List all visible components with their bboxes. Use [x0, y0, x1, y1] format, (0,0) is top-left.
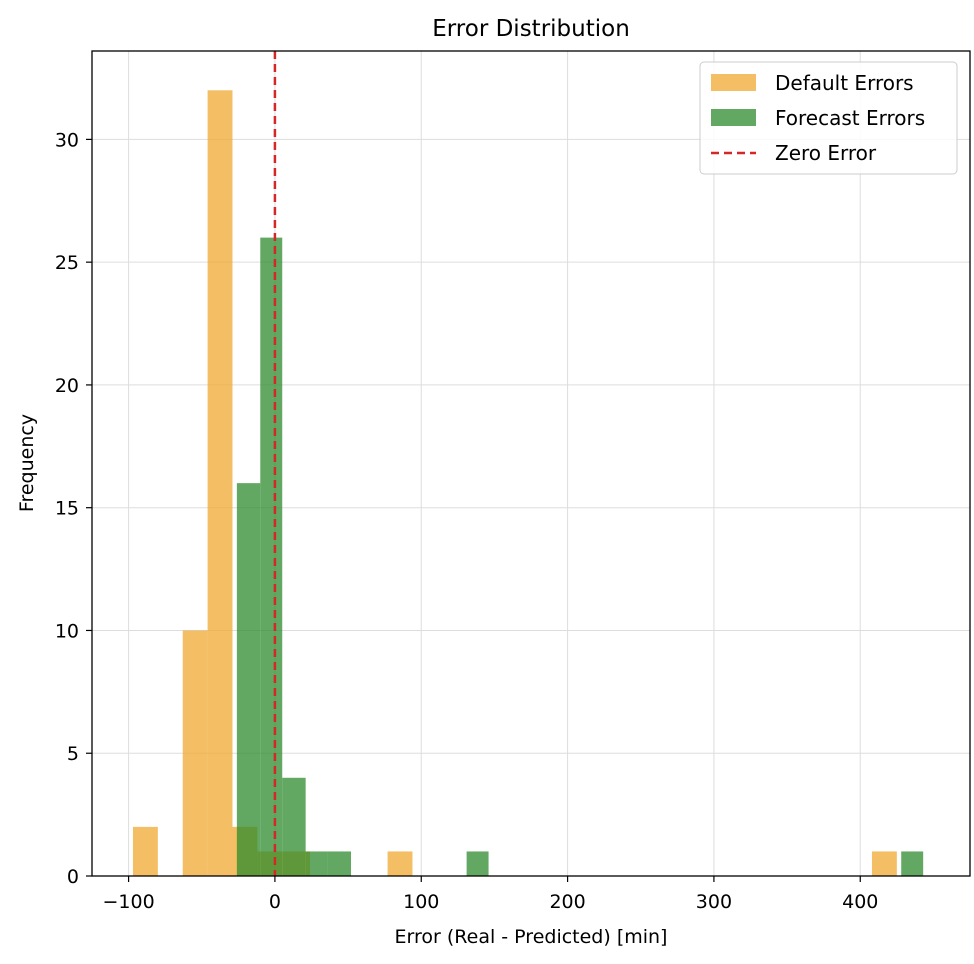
x-tick-label: −100	[102, 891, 154, 913]
chart-title: Error Distribution	[432, 16, 630, 42]
y-tick-label: 25	[55, 252, 79, 274]
x-tick-label: 0	[269, 891, 281, 913]
legend-swatch-default	[711, 74, 756, 91]
x-tick-label: 300	[696, 891, 732, 913]
y-tick-label: 5	[67, 743, 79, 765]
bar-forecast	[236, 483, 261, 876]
histogram-bars	[132, 90, 924, 877]
legend-box	[699, 61, 958, 175]
legend: Default Errors Forecast Errors Zero Erro…	[699, 61, 958, 175]
y-tick-label: 15	[55, 498, 79, 520]
bar-forecast	[305, 851, 328, 876]
x-tick-label: 100	[403, 891, 439, 913]
y-axis-label: Frequency	[16, 414, 38, 512]
x-tick-label: 400	[842, 891, 878, 913]
bar-forecast	[327, 851, 352, 876]
bar-default	[387, 851, 413, 876]
bar-forecast	[901, 851, 924, 876]
y-tick-label: 30	[55, 129, 79, 151]
legend-label-zero-error: Zero Error	[775, 141, 877, 165]
plot-frame	[91, 50, 971, 877]
x-axis-label: Error (Real - Predicted) [min]	[395, 926, 668, 948]
bar-default	[871, 851, 897, 876]
y-tick-label: 20	[55, 375, 79, 397]
y-tick-label: 0	[67, 866, 79, 888]
axis-ticks: −100 0 100 200 300 400 0 5 10 15 20 25 30	[55, 129, 879, 913]
x-tick-label: 200	[549, 891, 585, 913]
bar-forecast	[466, 851, 489, 876]
legend-label-forecast: Forecast Errors	[775, 106, 925, 130]
bar-default	[207, 90, 233, 877]
legend-swatch-forecast	[711, 109, 756, 126]
bar-default	[182, 630, 208, 876]
legend-label-default: Default Errors	[775, 71, 914, 95]
bar-forecast	[260, 237, 283, 876]
y-tick-label: 10	[55, 620, 79, 642]
bar-default	[132, 826, 158, 876]
bar-forecast	[282, 777, 306, 876]
